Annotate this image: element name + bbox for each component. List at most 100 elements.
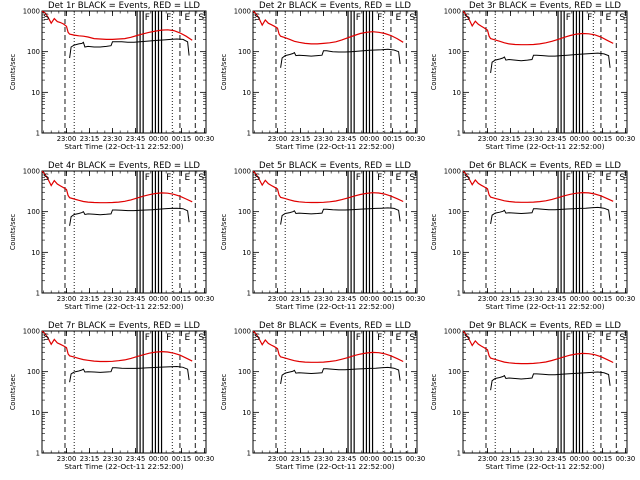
lld-series-line (253, 331, 404, 363)
panel-title: Det 4r BLACK = Events, RED = LLD (48, 161, 200, 171)
y-tick-label: 1000 (234, 8, 251, 16)
x-tick-label: 23:30 (524, 455, 544, 463)
chart-panel: Det 6r BLACK = Events, RED = LLD 1 10 100 10… (430, 161, 635, 311)
y-tick-label: 100 (448, 48, 461, 56)
y-tick-label: 10 (31, 409, 40, 417)
x-tick-label: 00:15 (383, 295, 403, 303)
flag-label-f: F (587, 333, 592, 343)
y-tick-label: 1 (247, 450, 251, 458)
y-tick-label: 100 (238, 48, 251, 56)
x-tick-label: 00:00 (149, 135, 169, 143)
flag-label-f: F (145, 173, 150, 183)
y-tick-label: 10 (242, 409, 251, 417)
flag-label-s: S (409, 333, 415, 343)
x-tick-label: 00:00 (570, 135, 590, 143)
flag-label-e: E (606, 333, 612, 343)
flag-label-e: E (396, 173, 402, 183)
x-tick-label: 00:00 (360, 135, 380, 143)
plot-frame (41, 10, 207, 134)
x-axis-label: Start Time (22-Oct-11 22:52:00) (64, 302, 183, 311)
plot-frame (252, 170, 418, 294)
plot-area (463, 11, 617, 133)
flag-label-s: S (44, 333, 50, 343)
events-series-line (490, 206, 611, 224)
plot-area (253, 331, 407, 453)
plot-area (42, 331, 196, 453)
x-tick-label: 23:45 (126, 295, 146, 303)
x-tick-label: 00:30 (195, 295, 215, 303)
panel-title: Det 1r BLACK = Events, RED = LLD (48, 1, 200, 11)
y-tick-label: 1000 (23, 168, 40, 176)
lld-series-line (463, 331, 614, 365)
flag-label-f: F (145, 333, 150, 343)
x-tick-label: 00:00 (570, 455, 590, 463)
x-tick-label: 23:00 (57, 295, 77, 303)
x-tick-label: 23:15 (501, 295, 521, 303)
x-tick-label: 00:00 (149, 295, 169, 303)
flag-label-s: S (619, 173, 625, 183)
x-tick-label: 23:45 (337, 135, 357, 143)
y-axis-label: Counts/sec (220, 373, 228, 410)
plot-frame (462, 170, 628, 294)
x-axis-label: Start Time (22-Oct-11 22:52:00) (64, 462, 183, 471)
y-tick-label: 1000 (444, 8, 461, 16)
x-tick-label: 23:30 (314, 455, 334, 463)
y-tick-label: 10 (452, 89, 461, 97)
flag-label-f: F (377, 13, 382, 23)
y-axis-label: Counts/sec (9, 53, 17, 90)
y-tick-label: 100 (448, 208, 461, 216)
x-tick-label: 00:15 (383, 135, 403, 143)
plot-area (463, 331, 617, 453)
plot-area (463, 171, 617, 293)
y-tick-label: 10 (452, 409, 461, 417)
flag-label-s: S (619, 333, 625, 343)
x-tick-label: 00:30 (406, 135, 426, 143)
events-series-line (280, 48, 401, 68)
lld-series-line (463, 171, 614, 203)
y-tick-label: 1000 (23, 328, 40, 336)
flag-label-e: E (606, 13, 612, 23)
plot-area (42, 171, 196, 293)
x-axis-label: Start Time (22-Oct-11 22:52:00) (275, 302, 394, 311)
flag-label-s: S (465, 333, 471, 343)
y-tick-label: 1 (457, 130, 461, 138)
x-tick-label: 23:45 (547, 135, 567, 143)
x-tick-label: 00:30 (616, 295, 636, 303)
x-tick-label: 23:15 (501, 455, 521, 463)
x-tick-label: 00:30 (195, 135, 215, 143)
y-tick-label: 10 (31, 89, 40, 97)
y-tick-label: 100 (448, 368, 461, 376)
x-tick-label: 00:00 (149, 455, 169, 463)
x-tick-label: 23:00 (478, 135, 498, 143)
flag-label-f: F (166, 173, 171, 183)
y-tick-label: 1 (247, 130, 251, 138)
x-tick-label: 23:45 (547, 295, 567, 303)
lld-series-line (253, 171, 404, 204)
y-tick-label: 1 (457, 450, 461, 458)
x-tick-label: 23:00 (478, 295, 498, 303)
x-axis-label: Start Time (22-Oct-11 22:52:00) (275, 462, 394, 471)
y-axis-label: Counts/sec (9, 373, 17, 410)
x-tick-label: 23:30 (314, 135, 334, 143)
y-tick-label: 1 (457, 290, 461, 298)
x-tick-label: 00:30 (195, 455, 215, 463)
flag-label-f: F (166, 13, 171, 23)
flag-label-f: F (566, 13, 571, 23)
x-axis-label: Start Time (22-Oct-11 22:52:00) (485, 302, 604, 311)
chart-panel: Det 7r BLACK = Events, RED = LLD 1 10 100 10… (9, 321, 214, 471)
flag-label-s: S (465, 13, 471, 23)
x-tick-label: 00:15 (593, 295, 613, 303)
panel-grid: Det 1r BLACK = Events, RED = LLD11010010… (9, 1, 635, 471)
panel-title: Det 9r BLACK = Events, RED = LLD (469, 321, 621, 331)
plot-frame (41, 330, 207, 454)
panel-title: Det 8r BLACK = Events, RED = LLD (259, 321, 411, 331)
y-tick-label: 1000 (23, 8, 40, 16)
x-tick-label: 23:30 (524, 135, 544, 143)
x-tick-label: 23:00 (57, 135, 77, 143)
flag-label-f: F (566, 333, 571, 343)
chart-panel: Det 5r BLACK = Events, RED = LLD 1 10 100 10… (220, 161, 425, 311)
flag-label-s: S (255, 173, 261, 183)
lld-series-line (42, 171, 193, 204)
flag-label-f: F (356, 333, 361, 343)
